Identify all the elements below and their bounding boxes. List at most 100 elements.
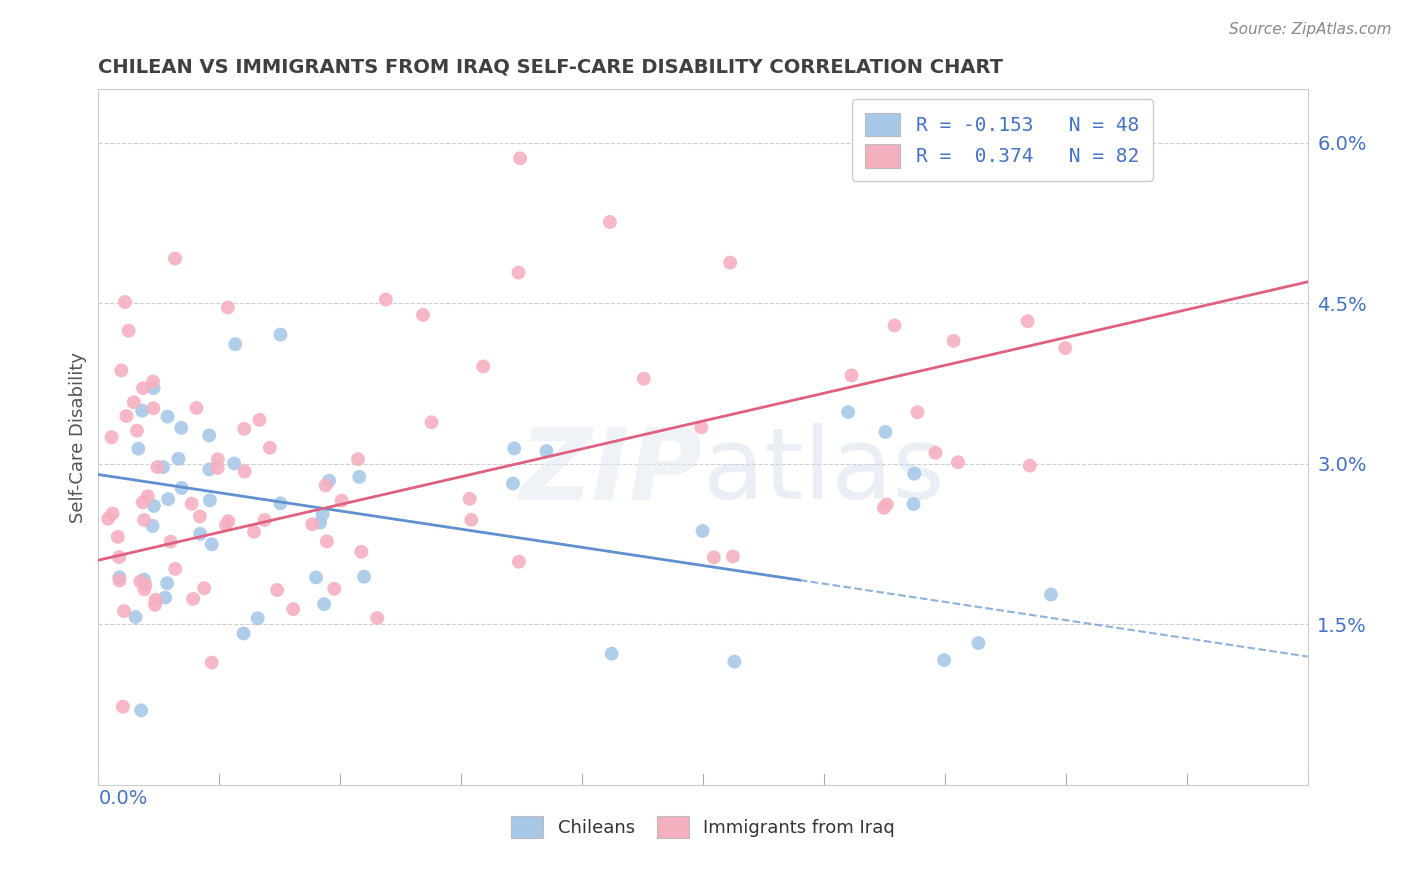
Point	[127, 442, 149, 456]
Point	[157, 492, 180, 507]
Point	[259, 441, 281, 455]
Point	[266, 582, 288, 597]
Point	[156, 576, 179, 591]
Point	[318, 474, 340, 488]
Point	[181, 591, 204, 606]
Text: CHILEAN VS IMMIGRANTS FROM IRAQ SELF-CARE DISABILITY CORRELATION CHART: CHILEAN VS IMMIGRANTS FROM IRAQ SELF-CAR…	[98, 57, 1004, 77]
Point	[131, 403, 153, 417]
Point	[108, 574, 131, 588]
Point	[153, 591, 176, 605]
Point	[117, 324, 139, 338]
Point	[600, 647, 623, 661]
Point	[349, 470, 371, 484]
Point	[330, 493, 353, 508]
Point	[163, 252, 186, 266]
Point	[509, 152, 531, 166]
Point	[170, 481, 193, 495]
Point	[142, 381, 165, 395]
Point	[217, 301, 239, 315]
Point	[180, 497, 202, 511]
Point	[876, 498, 898, 512]
Point	[198, 493, 221, 508]
Point	[152, 460, 174, 475]
Point	[934, 653, 956, 667]
Point	[721, 549, 744, 564]
Y-axis label: Self-Care Disability: Self-Care Disability	[69, 351, 87, 523]
Point	[201, 537, 224, 551]
Point	[142, 375, 165, 389]
Point	[101, 507, 124, 521]
Point	[186, 401, 208, 415]
Point	[323, 582, 346, 596]
Point	[472, 359, 495, 374]
Point	[718, 255, 741, 269]
Point	[129, 703, 152, 717]
Point	[198, 428, 221, 442]
Point	[136, 489, 159, 503]
Point	[508, 555, 530, 569]
Point	[311, 507, 333, 521]
Point	[134, 578, 156, 592]
Point	[309, 516, 332, 530]
Point	[134, 513, 156, 527]
Point	[353, 570, 375, 584]
Point	[167, 451, 190, 466]
Point	[315, 534, 337, 549]
Point	[243, 524, 266, 539]
Text: 0.0%: 0.0%	[98, 789, 148, 808]
Point	[207, 461, 229, 475]
Text: atlas: atlas	[703, 424, 945, 520]
Point	[633, 372, 655, 386]
Point	[301, 517, 323, 532]
Point	[159, 534, 181, 549]
Point	[347, 452, 370, 467]
Point	[111, 699, 134, 714]
Point	[875, 425, 897, 439]
Point	[458, 491, 481, 506]
Point	[145, 592, 167, 607]
Point	[246, 611, 269, 625]
Point	[110, 363, 132, 377]
Point	[207, 452, 229, 467]
Point	[124, 610, 146, 624]
Point	[269, 327, 291, 342]
Point	[283, 602, 305, 616]
Point	[112, 604, 135, 618]
Point	[143, 598, 166, 612]
Point	[503, 442, 526, 456]
Point	[131, 495, 153, 509]
Point	[883, 318, 905, 333]
Point	[1017, 314, 1039, 328]
Point	[1039, 588, 1062, 602]
Point	[366, 611, 388, 625]
Point	[224, 337, 246, 351]
Point	[350, 545, 373, 559]
Point	[946, 455, 969, 469]
Point	[249, 413, 271, 427]
Point	[100, 430, 122, 444]
Point	[142, 519, 165, 533]
Point	[599, 215, 621, 229]
Point	[233, 422, 256, 436]
Point	[412, 308, 434, 322]
Point	[903, 467, 925, 481]
Point	[374, 293, 396, 307]
Point	[924, 446, 946, 460]
Point	[536, 444, 558, 458]
Point	[122, 395, 145, 409]
Point	[188, 509, 211, 524]
Point	[233, 465, 256, 479]
Point	[460, 513, 482, 527]
Point	[201, 656, 224, 670]
Point	[967, 636, 990, 650]
Point	[108, 550, 131, 565]
Point	[1018, 458, 1040, 473]
Point	[420, 415, 443, 429]
Text: ZIP: ZIP	[520, 424, 703, 520]
Legend: Chileans, Immigrants from Iraq: Chileans, Immigrants from Iraq	[503, 809, 903, 846]
Point	[903, 497, 925, 511]
Point	[193, 581, 215, 595]
Point	[837, 405, 859, 419]
Point	[217, 514, 239, 528]
Point	[165, 562, 187, 576]
